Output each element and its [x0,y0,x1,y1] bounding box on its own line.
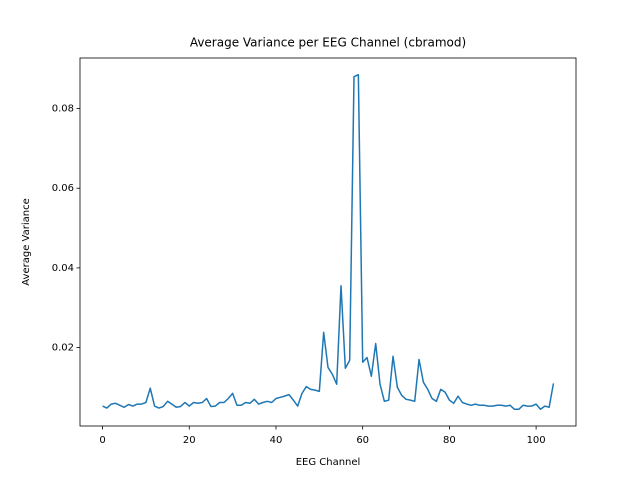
x-tick-label: 0 [99,435,105,446]
y-axis-label: Average Variance [21,198,32,285]
y-tick-label: 0.08 [52,104,74,115]
data-line [102,73,555,411]
x-tick-label: 20 [183,435,196,446]
x-tick-label: 80 [443,435,456,446]
x-axis-label: EEG Channel [296,457,361,468]
x-tick-label: 60 [356,435,369,446]
plot-frame [79,57,577,427]
chart-title: Average Variance per EEG Channel (cbramo… [190,36,466,50]
y-tick-label: 0.06 [52,183,74,194]
y-tick-label: 0.04 [52,263,74,274]
y-tick-label: 0.02 [52,343,74,354]
x-tick-label: 100 [527,435,546,446]
x-tick-label: 40 [270,435,283,446]
